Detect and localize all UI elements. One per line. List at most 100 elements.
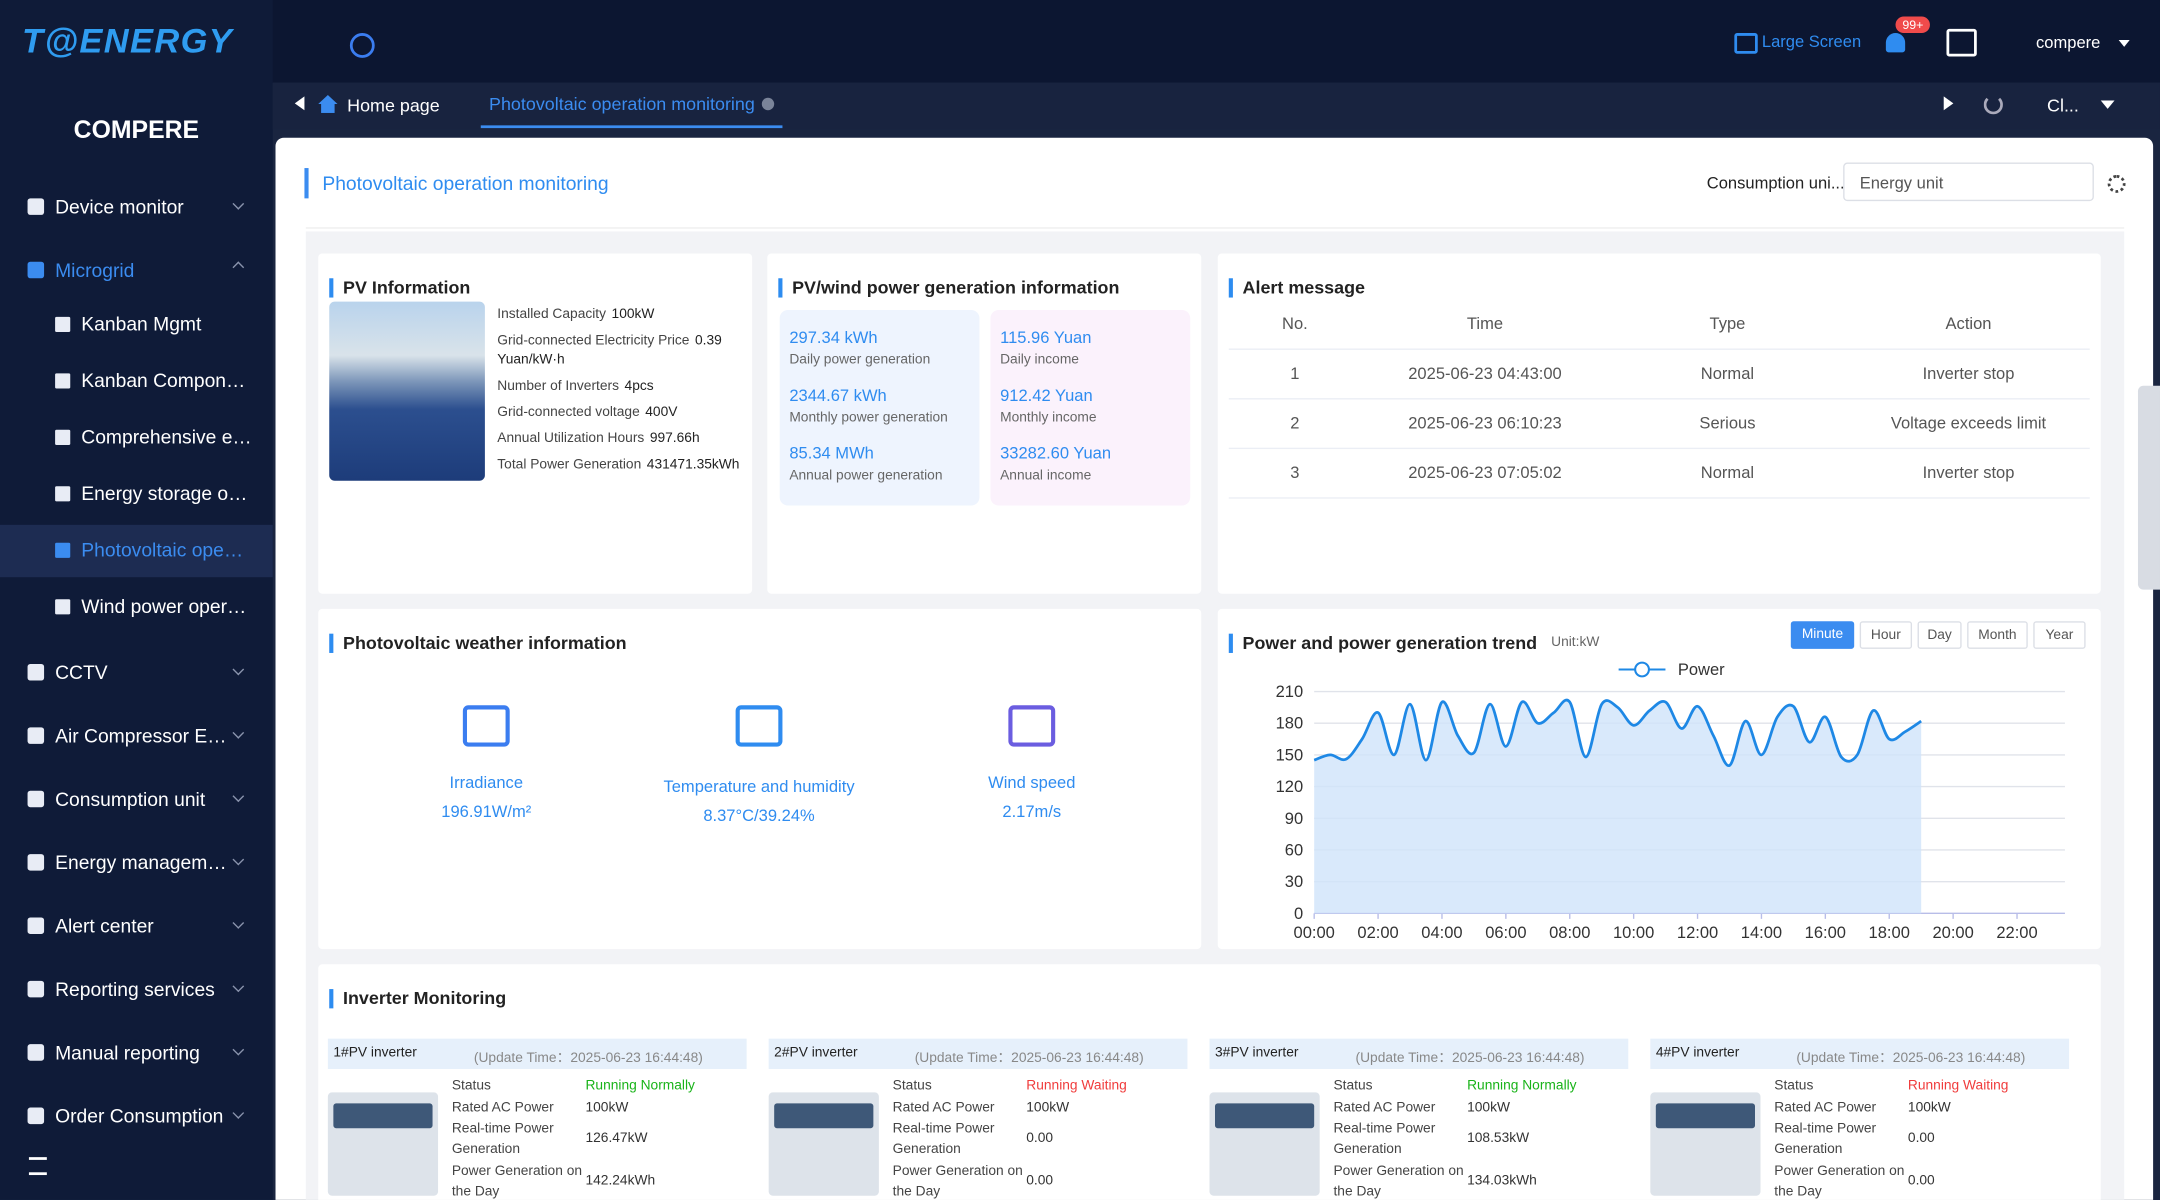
inverter-update: (Update Time：2025-06-23 16:44:48) — [473, 1051, 703, 1067]
generation-value: 912.42 Yuan — [1000, 385, 1093, 405]
sidebar-item[interactable]: Reporting services — [0, 963, 273, 1015]
alert-cell: 2025-06-23 06:10:23 — [1408, 413, 1562, 433]
large-screen-link[interactable]: Large Screen — [1761, 31, 1862, 51]
filter-select[interactable]: Energy unit — [1843, 162, 2094, 202]
sidebar-subitem[interactable]: Comprehensive e… — [0, 412, 273, 464]
tab-prev[interactable] — [294, 96, 305, 111]
badge: 99+ — [1895, 16, 1931, 34]
generation-value: 85.34 MWh — [789, 443, 874, 463]
sidebar-item[interactable]: Air Compressor E… — [0, 709, 273, 761]
alert-cell: 2 — [1290, 413, 1300, 433]
x-tick-label: 00:00 — [1294, 923, 1335, 942]
settings-icon[interactable] — [2107, 174, 2126, 193]
inverter-field-value: Running Waiting — [1907, 1078, 2009, 1094]
sidebar-item[interactable]: Device monitor — [0, 180, 273, 232]
sidebar-item[interactable]: Consumption unit — [0, 773, 273, 825]
inverter-name: 2#PV inverter — [774, 1045, 858, 1061]
x-tick-label: 18:00 — [1869, 923, 1910, 942]
weather-icon — [1008, 705, 1056, 747]
sidebar-subitem[interactable]: Photovoltaic ope… — [0, 524, 273, 578]
sidebar-item[interactable]: CCTV — [0, 646, 273, 698]
sidebar-subitem[interactable]: Kanban Compon… — [0, 355, 273, 407]
tab-caret[interactable] — [2100, 100, 2115, 116]
tab-close[interactable] — [761, 97, 775, 111]
generation-label: Daily income — [1000, 352, 1079, 368]
pv-field-label: Annual Utilization Hours — [497, 431, 645, 447]
sidebar-subitem[interactable]: Kanban Mgmt — [0, 299, 273, 351]
sidebar-caret — [232, 198, 245, 210]
sidebar — [0, 0, 273, 1200]
large-screen-icon[interactable] — [1734, 33, 1758, 54]
sidebar-icon — [55, 316, 71, 332]
inverter-header: 4#PV inverter (Update Time：2025-06-23 16:… — [1650, 1038, 2070, 1069]
tab-home[interactable]: Home page — [347, 95, 440, 116]
alert-row-line — [1228, 398, 2090, 400]
alert-row-line — [1228, 348, 2090, 350]
sidebar-subitem[interactable]: Wind power oper… — [0, 581, 273, 633]
inverter-update: (Update Time：2025-06-23 16:44:48) — [914, 1051, 1144, 1067]
range-button[interactable]: Minute — [1790, 621, 1855, 649]
inverter-field-label: Real-time Power Generation — [451, 1121, 554, 1158]
line — [1313, 698, 1922, 767]
user-caret[interactable] — [2118, 39, 2130, 52]
sidebar-icon — [27, 1044, 45, 1061]
inverter-field-label: Power Generation on the Day — [1333, 1164, 1464, 1200]
menu-icon[interactable] — [349, 33, 375, 58]
pv-field: Grid-connected Electricity Price 0.39 Yua… — [497, 332, 748, 371]
logo: T@ENERGY — [22, 22, 234, 61]
x-tick-label: 06:00 — [1485, 923, 1526, 942]
inverter-field-label: Rated AC Power — [1333, 1100, 1436, 1116]
sidebar-item[interactable]: Microgrid — [0, 244, 273, 296]
inverter-field-label: Real-time Power Generation — [1774, 1121, 1877, 1158]
y-tick-label: 180 — [1276, 714, 1304, 733]
range-button[interactable]: Hour — [1859, 621, 1913, 649]
alert-cell: Normal — [1700, 462, 1755, 483]
weather-label: Irradiance — [449, 772, 524, 793]
sidebar-caret — [232, 261, 245, 274]
weather-icon — [735, 705, 783, 747]
sidebar-label: Energy storage o… — [81, 482, 248, 505]
tab-next[interactable] — [1943, 96, 1954, 111]
weather-value: 8.37°C/39.24% — [703, 805, 815, 826]
generation-value: 33282.60 Yuan — [1000, 443, 1112, 463]
refresh-icon[interactable] — [1983, 95, 2003, 115]
sidebar-item[interactable]: Manual reporting — [0, 1026, 273, 1078]
sidebar-item[interactable]: Energy managem… — [0, 836, 273, 888]
sidebar-label: Kanban Compon… — [81, 369, 246, 392]
range-button[interactable]: Day — [1917, 621, 1962, 649]
tab-more[interactable]: Cl... — [2047, 95, 2079, 116]
pv-field: Annual Utilization Hours 997.66h — [497, 430, 748, 449]
legend-label: Power — [1678, 660, 1725, 679]
inverter-panel — [1655, 1103, 1755, 1129]
range-button[interactable]: Month — [1967, 621, 2028, 649]
card-title: Photovoltaic weather information — [329, 633, 627, 653]
sidebar-icon — [27, 727, 45, 744]
sidebar-icon — [27, 198, 45, 215]
pv-field-label: Number of Inverters — [497, 378, 620, 394]
weather-icon — [462, 705, 510, 747]
sidebar-item[interactable]: Order Consumption — [0, 1090, 273, 1142]
inverter-panel — [333, 1103, 433, 1129]
inverter-image — [1650, 1092, 1761, 1196]
sidebar-icon — [27, 917, 45, 934]
sidebar-icon — [55, 486, 71, 502]
collapse-icon[interactable] — [28, 1157, 47, 1176]
image-icon[interactable] — [1946, 28, 1977, 57]
bell-icon[interactable] — [1885, 33, 1906, 53]
legend-marker — [1634, 661, 1650, 678]
alert-card: Alert message No. Time Type Action 1 2025-06-2… — [1217, 253, 2101, 594]
sidebar-icon — [55, 599, 71, 615]
user-name[interactable]: compere — [2036, 33, 2101, 53]
tab-active[interactable]: Photovoltaic operation monitoring — [480, 83, 783, 129]
sidebar-label: Air Compressor E… — [55, 724, 227, 747]
pv-field: Installed Capacity 100kW — [497, 306, 748, 325]
sidebar-item[interactable]: Alert center — [0, 900, 273, 952]
pv-field-label: Grid-connected Electricity Price — [497, 333, 690, 349]
sidebar-label: Reporting services — [55, 978, 215, 1001]
pv-field-label: Grid-connected voltage — [497, 404, 640, 421]
sidebar-subitem[interactable]: Energy storage o… — [0, 468, 273, 520]
inverter-field-label: Status — [1333, 1078, 1373, 1094]
range-button[interactable]: Year — [2033, 621, 2086, 649]
sidebar-caret — [232, 663, 245, 676]
card-title: PV/wind power generation information — [778, 278, 1119, 298]
